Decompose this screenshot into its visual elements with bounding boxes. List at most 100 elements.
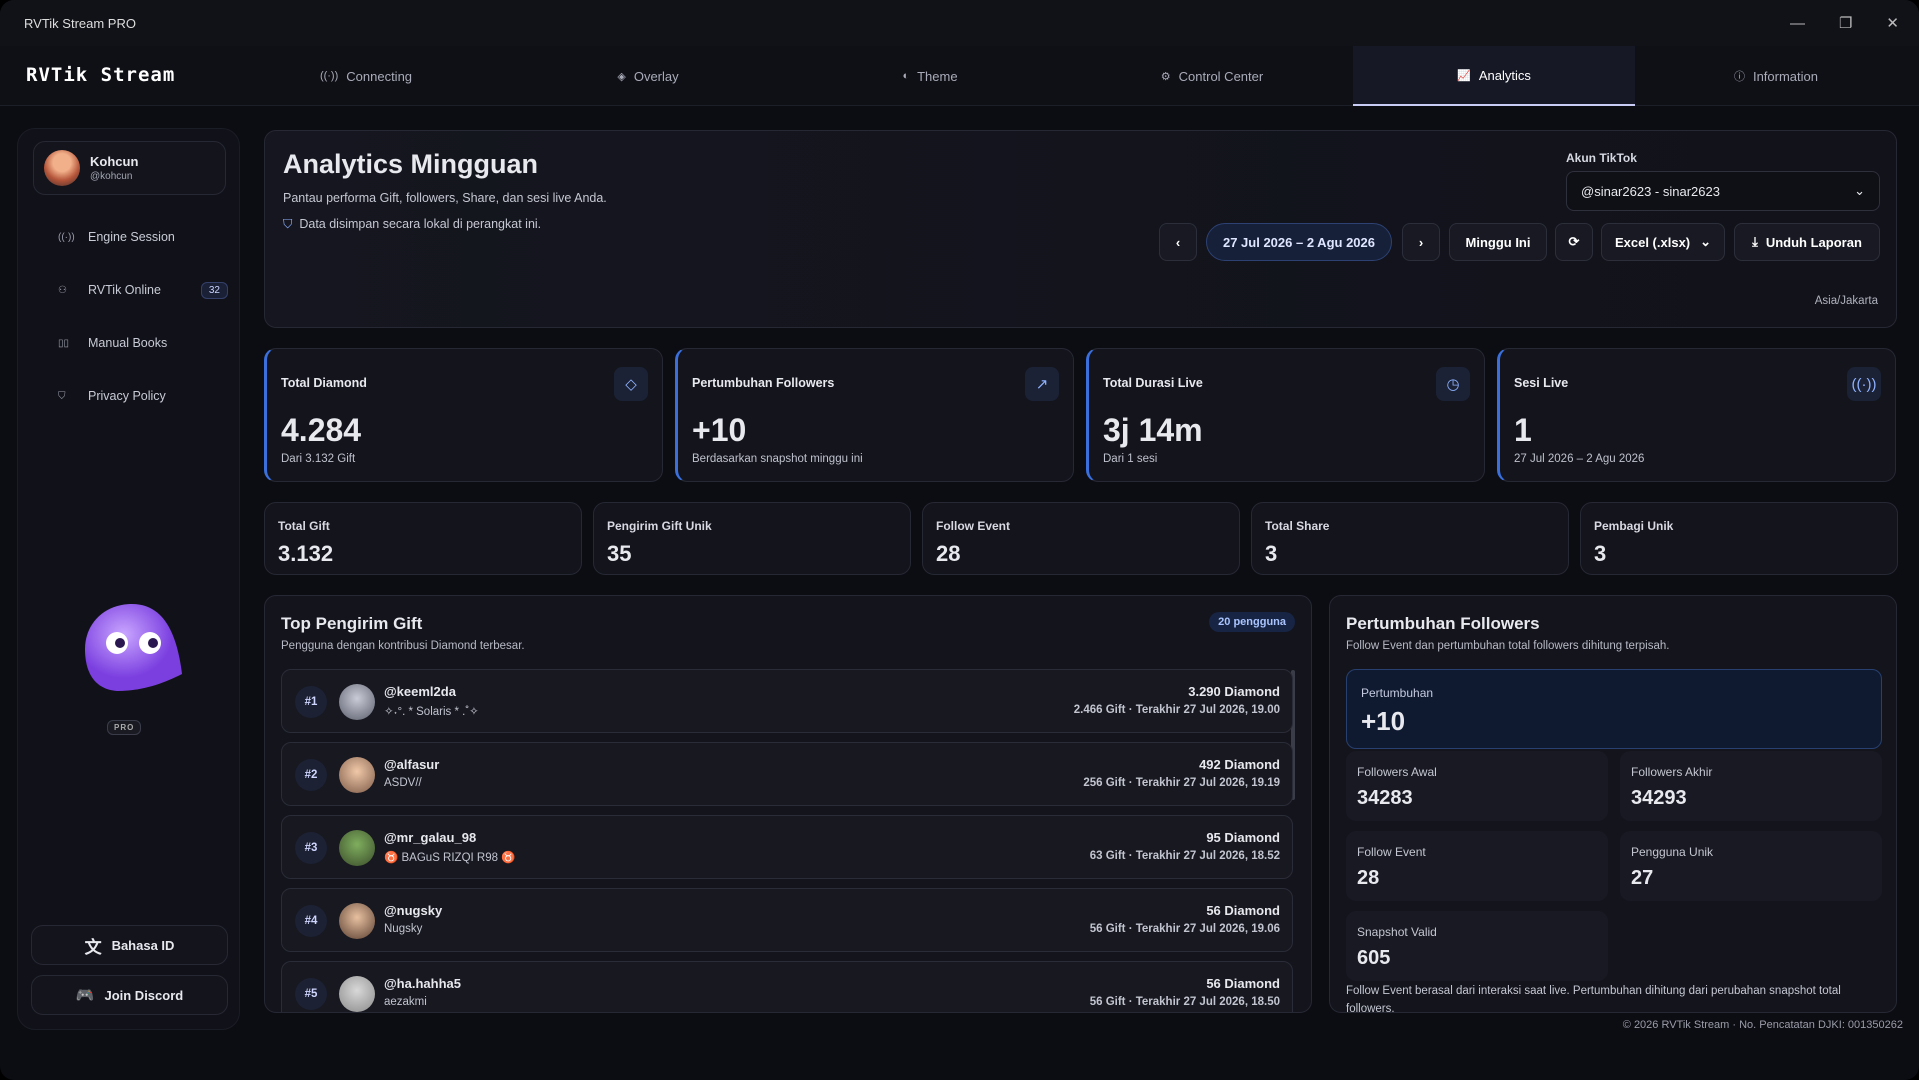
gifter-display-name: ✧˖°. * Solaris * .˚✧ — [384, 706, 479, 718]
prev-week-button[interactable]: ‹ — [1159, 223, 1197, 261]
language-button[interactable]: 文 Bahasa ID — [31, 925, 228, 965]
sidebar-icon: ⚇ — [58, 284, 67, 296]
gifter-display-name: ASDV// — [384, 777, 422, 789]
stat-subtext: 27 Jul 2026 – 2 Agu 2026 — [1514, 453, 1645, 465]
gifter-row[interactable]: #5 @ha.hahha5 aezakmi 56 Diamond 56 Gift · T… — [281, 961, 1293, 1012]
stat-subtext: Dari 3.132 Gift — [281, 453, 356, 465]
stat-icon: ◷ — [1436, 367, 1470, 401]
nav-tab[interactable]: ((·)) Connecting — [225, 46, 507, 106]
stat-icon: ((·)) — [1847, 367, 1881, 401]
gifter-display-name: Nugsky — [384, 923, 423, 935]
nav-bar: RVTik Stream ((·)) Connecting ◈ Overlay ◐ The… — [0, 46, 1919, 106]
page-title: Analytics Mingguan — [283, 149, 539, 179]
sidebar-item[interactable]: ⚇ RVTik Online 32 — [58, 275, 228, 305]
mini-stat-label: Total Share — [1265, 519, 1330, 533]
maximize-button[interactable]: ❐ — [1838, 15, 1853, 32]
stat-label: Total Durasi Live — [1103, 376, 1203, 390]
storage-note-text: Data disimpan secara lokal di perangkat … — [299, 217, 542, 231]
follower-stat-label: Snapshot Valid — [1357, 925, 1437, 939]
nav-tab[interactable]: ◐ Theme — [789, 46, 1071, 106]
download-icon: ⤓ — [1752, 234, 1758, 249]
user-card[interactable]: Kohcun @kohcun — [33, 141, 226, 195]
gifter-detail: 56 Gift · Terakhir 27 Jul 2026, 18.50 — [1089, 996, 1280, 1008]
stat-value: 1 — [1514, 412, 1532, 448]
close-button[interactable]: ✕ — [1886, 15, 1899, 32]
discord-button[interactable]: 🎮 Join Discord — [31, 975, 228, 1015]
gifter-diamond: 492 Diamond — [1199, 757, 1280, 772]
follower-stat-value: 27 — [1631, 867, 1654, 889]
gifter-avatar — [339, 830, 375, 866]
tab-label: Theme — [917, 68, 958, 84]
mini-stat-label: Pengirim Gift Unik — [607, 519, 712, 533]
shield-icon: ⛉ — [283, 217, 293, 231]
gifter-row[interactable]: #4 @nugsky Nugsky 56 Diamond 56 Gift · Terak… — [281, 888, 1293, 952]
rank-badge: #3 — [295, 832, 327, 864]
rank-badge: #5 — [295, 978, 327, 1010]
growth-label: Pertumbuhan — [1361, 686, 1434, 700]
mascot — [85, 604, 182, 691]
mini-stat-value: 3 — [1594, 541, 1607, 566]
gifter-row[interactable]: #2 @alfasur ASDV// 492 Diamond 256 Gift · Te… — [281, 742, 1293, 806]
follower-stat-label: Followers Akhir — [1631, 765, 1713, 779]
gifter-detail: 2.466 Gift · Terakhir 27 Jul 2026, 19.00 — [1073, 704, 1280, 716]
mini-stat-card: Pembagi Unik 3 — [1580, 502, 1898, 575]
gifter-row[interactable]: #1 @keeml2da ✧˖°. * Solaris * .˚✧ 3.290 Dia… — [281, 669, 1293, 733]
user-count-badge: 20 pengguna — [1209, 612, 1295, 632]
panel-subtitle: Follow Event dan pertumbuhan total follo… — [1346, 640, 1670, 652]
nav-tab[interactable]: ⓘ Information — [1635, 46, 1917, 106]
tab-icon: ⚙ — [1160, 70, 1171, 83]
top-gifters-panel: Top Pengirim Gift Pengguna dengan kontri… — [264, 595, 1312, 1013]
follower-stat-value: 28 — [1357, 867, 1380, 889]
account-value: @sinar2623 - sinar2623 — [1581, 183, 1720, 199]
gifter-username: @alfasur — [384, 757, 440, 772]
scrollbar[interactable] — [1291, 670, 1295, 800]
follower-stat-value: 34293 — [1631, 787, 1687, 809]
mini-stat-label: Pembagi Unik — [1594, 519, 1674, 533]
title-bar: RVTik Stream PRO — ❐ ✕ — [0, 0, 1919, 46]
tab-label: Analytics — [1478, 67, 1531, 83]
gifter-avatar — [339, 976, 375, 1012]
sidebar: Kohcun @kohcun PRO 文 Bahasa ID 🎮 Join Disc… — [17, 128, 240, 1030]
sidebar-item[interactable]: ((·)) Engine Session — [58, 222, 228, 252]
tab-icon: ◈ — [617, 70, 626, 83]
sidebar-label: RVTik Online — [88, 283, 161, 297]
gifter-display-name: ♉ BAGuS RIZQI R98 ♉ — [384, 852, 516, 864]
sidebar-item[interactable]: ▯▯ Manual Books — [58, 328, 228, 358]
language-label: Bahasa ID — [111, 937, 175, 953]
stat-card: Sesi Live ((·)) 1 27 Jul 2026 – 2 Agu 2026 — [1497, 348, 1896, 482]
gifter-row[interactable]: #3 @mr_galau_98 ♉ BAGuS RIZQI R98 ♉ 95 Diam… — [281, 815, 1293, 879]
download-button[interactable]: ⤓ Unduh Laporan — [1734, 223, 1880, 261]
sidebar-item[interactable]: ⛉ Privacy Policy — [58, 381, 228, 411]
date-range[interactable]: 27 Jul 2026 – 2 Agu 2026 — [1206, 223, 1392, 261]
gifter-diamond: 56 Diamond — [1206, 903, 1280, 918]
tab-icon: ⓘ — [1733, 71, 1745, 83]
next-week-button[interactable]: › — [1402, 223, 1440, 261]
follower-stat-value: 34283 — [1357, 787, 1413, 809]
this-week-button[interactable]: Minggu Ini — [1449, 223, 1547, 261]
nav-tab[interactable]: ◈ Overlay — [507, 46, 789, 106]
gifter-diamond: 95 Diamond — [1206, 830, 1280, 845]
follower-stat-cell: Follow Event 28 — [1346, 831, 1608, 901]
refresh-button[interactable]: ⟳ — [1555, 223, 1593, 261]
minimize-button[interactable]: — — [1789, 14, 1805, 32]
mini-stat-label: Follow Event — [936, 519, 1011, 533]
format-select[interactable]: Excel (.xlsx) ⌄ — [1601, 223, 1725, 261]
stat-card: Total Durasi Live ◷ 3j 14m Dari 1 sesi — [1086, 348, 1485, 482]
nav-tab[interactable]: 📈 Analytics — [1353, 46, 1635, 106]
stat-label: Sesi Live — [1514, 376, 1569, 390]
user-info: Kohcun @kohcun — [90, 154, 138, 182]
stat-label: Pertumbuhan Followers — [692, 376, 835, 390]
mini-stat-card: Follow Event 28 — [922, 502, 1240, 575]
rank-badge: #1 — [295, 686, 327, 718]
gifter-username: @nugsky — [384, 903, 443, 918]
nav-tab[interactable]: ⚙ Control Center — [1071, 46, 1353, 106]
gifter-avatar — [339, 903, 375, 939]
tab-label: Control Center — [1178, 68, 1264, 84]
gifter-username: @keeml2da — [384, 684, 456, 699]
tab-label: Overlay — [633, 68, 679, 84]
gifter-username: @mr_galau_98 — [384, 830, 477, 845]
stat-subtext: Berdasarkan snapshot minggu ini — [692, 453, 863, 465]
language-icon: 文 — [84, 937, 102, 957]
account-select[interactable]: @sinar2623 - sinar2623 ⌄ — [1566, 171, 1880, 211]
follower-stat-label: Follow Event — [1357, 845, 1426, 859]
